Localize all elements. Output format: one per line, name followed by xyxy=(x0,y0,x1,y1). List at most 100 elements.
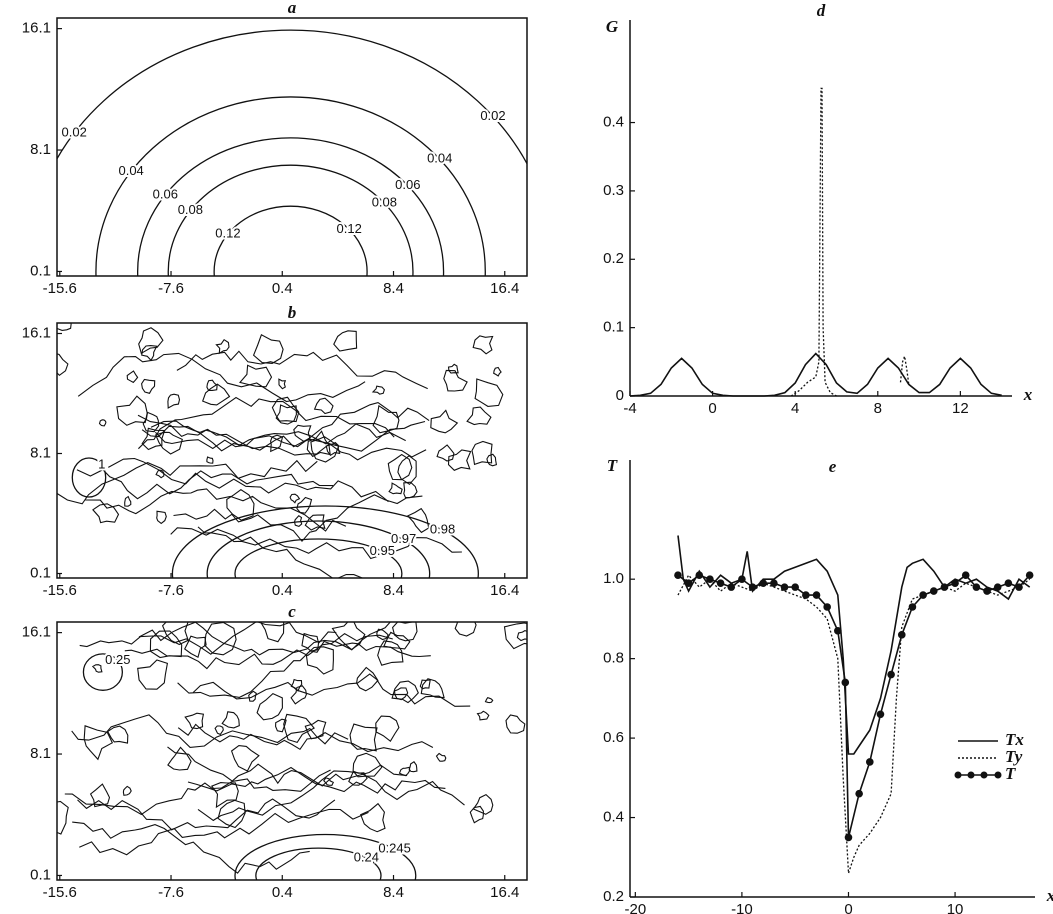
noise-contour xyxy=(293,514,303,528)
x-axis-label: x xyxy=(1046,886,1053,905)
noise-contour xyxy=(486,453,498,467)
noise-contour xyxy=(230,745,260,772)
noise-contour xyxy=(493,366,502,377)
y-tick-label: 0.4 xyxy=(603,809,624,826)
x-tick-label: -7.6 xyxy=(158,280,184,297)
noise-contour xyxy=(466,406,492,426)
noise-contour xyxy=(505,714,526,734)
noise-contour xyxy=(141,378,156,394)
contour-line xyxy=(137,137,445,276)
noise-contour xyxy=(92,503,120,524)
x-tick-label: -4 xyxy=(623,400,636,417)
noise-contour xyxy=(167,746,192,771)
x-tick-label: -7.6 xyxy=(158,582,184,599)
y-tick-label: 0 xyxy=(616,387,624,404)
contour-line xyxy=(255,847,382,880)
noise-contour xyxy=(108,457,389,503)
noise-contour xyxy=(98,419,107,427)
series-marker xyxy=(1025,571,1034,580)
noise-contour xyxy=(289,493,301,504)
contour-label: 0.08 xyxy=(178,202,203,217)
x-tick-label: -15.6 xyxy=(43,280,77,297)
contour-label: 0.12 xyxy=(337,221,362,236)
noise-contour xyxy=(377,640,404,666)
noise-contour xyxy=(83,725,114,761)
noise-contour xyxy=(484,696,494,704)
noise-contour xyxy=(177,723,434,753)
noise-contour xyxy=(408,761,418,773)
noise-contour xyxy=(72,821,310,874)
y-tick-label: 0.2 xyxy=(603,250,624,267)
y-tick-label: 0.1 xyxy=(30,564,51,581)
series-marker xyxy=(716,579,725,587)
noise-contour xyxy=(155,402,430,450)
series-marker xyxy=(674,571,682,580)
series-marker xyxy=(855,789,863,798)
legend-label: Ty xyxy=(1005,747,1023,766)
noise-contour xyxy=(79,622,337,655)
noise-contour xyxy=(375,715,400,743)
noise-contour xyxy=(137,659,169,690)
noise-contour xyxy=(275,718,287,733)
noise-contour xyxy=(397,455,417,486)
contour-label: 0.04 xyxy=(118,163,143,178)
series-marker xyxy=(748,583,757,591)
legend-marker xyxy=(967,771,975,779)
contour-label: 0.12 xyxy=(215,225,240,240)
noise-contour xyxy=(310,436,340,463)
noise-contour xyxy=(398,766,411,777)
x-tick-label: 12 xyxy=(952,400,969,417)
noise-contour xyxy=(471,440,493,466)
series-marker xyxy=(780,583,789,591)
contour-line xyxy=(95,96,486,276)
noise-contour xyxy=(469,805,484,824)
x-tick-label: -7.6 xyxy=(158,884,184,901)
plot-frame xyxy=(56,322,528,579)
series-marker xyxy=(1004,579,1013,587)
panel-title: a xyxy=(288,0,297,17)
noise-contour xyxy=(71,714,349,748)
contour-label: 0.04 xyxy=(427,151,452,166)
contour-label: 0.98 xyxy=(430,522,455,537)
y-tick-label: 0.4 xyxy=(603,114,624,131)
series-marker xyxy=(834,627,842,635)
noise-contour xyxy=(77,798,336,831)
noise-contour xyxy=(248,690,257,702)
series-marker xyxy=(684,579,693,587)
noise-contour xyxy=(204,622,237,656)
noise-contour xyxy=(57,353,69,377)
contour-line xyxy=(171,505,479,578)
noise-contour xyxy=(259,622,285,643)
noise-contour xyxy=(349,723,378,752)
noise-contour xyxy=(79,808,369,856)
x-tick-label: -15.6 xyxy=(43,884,77,901)
noise-contour xyxy=(383,631,411,650)
y-tick-label: 16.1 xyxy=(22,324,51,341)
noise-contour xyxy=(57,323,72,331)
contour-line xyxy=(234,538,403,578)
noise-contour xyxy=(170,527,364,578)
noise-contour xyxy=(124,632,393,670)
legend-label: T xyxy=(1005,764,1016,783)
series-marker xyxy=(993,583,1002,591)
noise-contour xyxy=(403,481,418,499)
noise-contour xyxy=(333,330,358,352)
x-tick-label: 8.4 xyxy=(383,582,404,599)
series-marker xyxy=(961,571,970,580)
noise-contour xyxy=(116,395,148,426)
noise-contour xyxy=(173,494,423,543)
noise-contour xyxy=(325,441,341,457)
noise-contour xyxy=(476,710,490,721)
series-marker xyxy=(791,583,799,591)
noise-contour xyxy=(167,746,408,787)
noise-contour xyxy=(215,338,230,355)
series-marker xyxy=(802,591,810,599)
noise-contour xyxy=(472,793,494,815)
noise-contour xyxy=(206,456,214,464)
y-tick-label: 0.2 xyxy=(603,888,624,905)
series-marker xyxy=(1015,583,1023,591)
noise-contour xyxy=(393,687,409,701)
y-tick-label: 0.3 xyxy=(603,182,624,199)
x-tick-label: 10 xyxy=(947,901,964,914)
series-marker xyxy=(897,631,906,639)
